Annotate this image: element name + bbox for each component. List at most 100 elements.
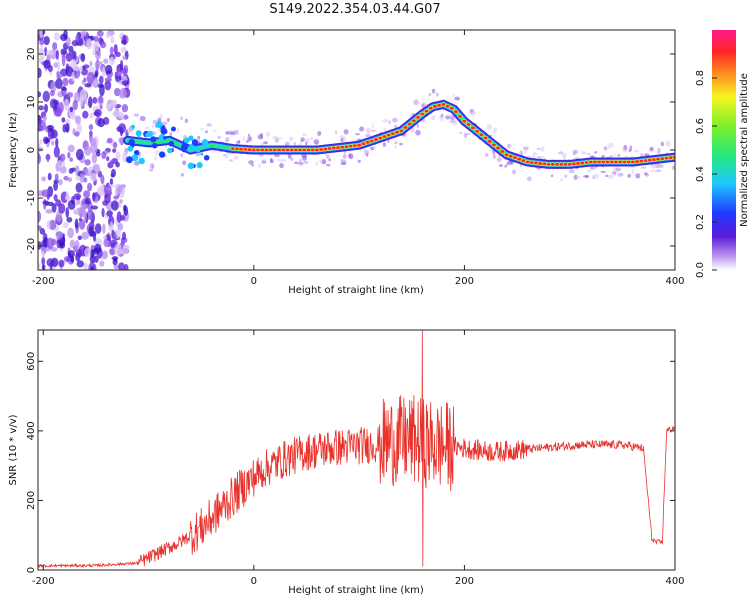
ridge-core [386,133,391,137]
noise-cell [113,43,118,55]
noise-cell [105,103,112,110]
noise-cell [104,80,112,91]
speckle-cell [522,146,529,150]
speckle-cell [236,140,241,144]
ridge-core [277,148,282,152]
ridge-core [668,156,673,160]
noise-cell [42,200,50,205]
noise-cell [101,207,105,218]
noise-cell [93,35,99,43]
noise-cell [119,199,123,204]
speckle-cell [540,146,545,152]
y-tick-label: 0 [26,567,37,573]
ridge-core [453,110,458,113]
noise-cell [103,238,110,247]
ridge-core [576,162,581,165]
colorbar-ticks: 0.0 0.2 0.4 0.6 0.8 [695,70,717,278]
speckle-cell [421,103,425,109]
speckle-cell [563,154,567,161]
noise-cell [96,83,104,88]
colorbar-tick-label: 0.8 [695,70,706,86]
noise-cell [55,49,59,60]
noise-cell [89,142,98,154]
speckle-cell [506,143,512,149]
noise-cell [38,67,42,78]
speckle-cell [321,159,327,165]
noise-cell [95,151,101,157]
noise-cell [50,247,58,252]
noise-cell [117,222,124,231]
ridge-blob [203,154,210,161]
speckle-cell [593,173,600,179]
y-tick-label: 10 [26,96,37,109]
noise-cell [65,36,71,47]
noise-cell [67,151,71,159]
ridge-core [580,161,585,165]
noise-cell [89,112,94,119]
ridge-core [639,159,644,163]
noise-cell [110,100,118,108]
noise-cell [46,153,50,163]
snr-panel: -200 0 200 400 0 200 400 600 Height of straight… [8,329,685,596]
speckle-cell [224,137,230,143]
noise-cell [117,185,123,194]
noise-cell [63,30,68,40]
ridge-core [512,156,517,160]
noise-cell [86,209,95,221]
speckle-cell [452,93,455,97]
speckle-cell [230,131,234,135]
noise-cell [109,159,114,166]
noise-cell [83,177,88,183]
noise-cell [109,178,114,185]
ridge-blob [196,162,203,169]
noise-cell [109,248,116,256]
noise-cell [65,63,70,73]
ridge-core [643,159,648,162]
noise-cell [102,250,108,260]
noise-cell [121,80,129,86]
speckle-cell [492,154,497,160]
ridge-core [441,103,446,106]
ridge-core [268,148,273,152]
speckle-cell [611,171,617,174]
ridge-core [256,148,261,152]
speckle-cell [134,161,140,166]
noise-cell [92,49,96,56]
speckle-cell [310,136,314,141]
noise-cell [66,216,73,223]
ridge-core [315,148,320,152]
noise-cell [62,222,69,229]
noise-cell [53,109,62,117]
noise-cell [83,77,87,83]
speckle-cell [399,142,404,146]
noise-cell [59,241,66,249]
noise-cell [119,126,124,137]
noise-cell [56,71,60,77]
noise-cell [91,153,98,164]
ridge-core [563,163,568,166]
ridge-blob [191,139,199,146]
colorbar-label: Normalized spectral amplitude [739,73,750,227]
noise-cell [120,39,127,45]
ridge-core [428,106,433,110]
noise-cell [74,218,79,229]
speckle-cell [572,149,579,155]
ridge-core [369,139,374,143]
noise-cell [60,48,67,55]
spectrogram-heatmap [38,30,675,270]
noise-cell [113,141,118,149]
ridge-core [323,147,328,151]
ridge-blob [127,145,134,152]
ridge-blob [167,147,173,154]
ridge-core [247,148,252,152]
noise-cell [88,124,94,131]
noise-cell [92,41,100,52]
speckle-cell [258,163,261,168]
noise-cell [113,87,121,97]
speckle-cell [339,135,345,139]
noise-cell [38,142,41,148]
noise-cell [38,47,44,53]
speckle-cell [133,113,140,117]
noise-cell [83,262,88,270]
noise-cell [75,148,84,161]
